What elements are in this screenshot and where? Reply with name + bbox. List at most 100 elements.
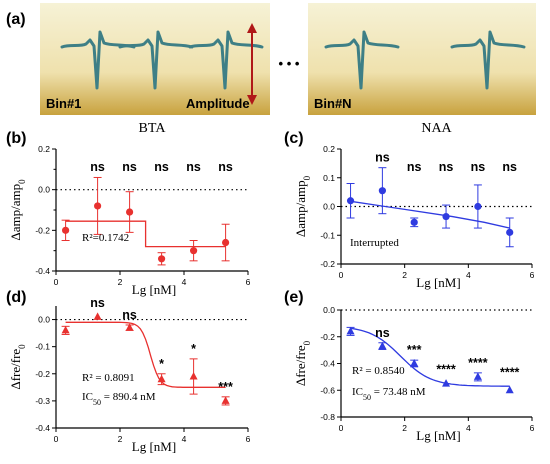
- fit-line: [65, 220, 226, 248]
- chart-annotation: IC50 = 890.4 nM: [82, 391, 156, 407]
- panel-a: (a) Bin#1 Amplitude Bin#N • • •: [6, 3, 536, 115]
- y-tick-label: -0.4: [35, 423, 50, 433]
- data-point: [221, 396, 230, 404]
- y-tick-label: 0.0: [323, 202, 335, 212]
- x-tick-label: 4: [466, 270, 471, 280]
- waveform-trace: [118, 30, 194, 90]
- data-point: [189, 371, 198, 380]
- x-axis-label: Lg [nM]: [132, 439, 176, 454]
- significance-label: ****: [436, 363, 456, 377]
- data-point: [410, 218, 418, 226]
- waveform-trace: [324, 30, 400, 90]
- data-point: [158, 255, 166, 263]
- significance-label: ns: [407, 160, 422, 174]
- x-tick-label: 2: [118, 277, 123, 287]
- significance-label: ns: [471, 160, 486, 174]
- fit-line: [350, 327, 510, 387]
- y-axis-label: Δfre/fre0: [8, 344, 27, 390]
- bin-first-box: [40, 3, 270, 115]
- data-point: [378, 341, 387, 350]
- bin-last-box: [308, 3, 536, 115]
- chart-title: NAA: [421, 121, 452, 136]
- significance-label: ns: [218, 160, 233, 174]
- data-point: [505, 385, 514, 394]
- amplitude-label: Amplitude: [186, 96, 250, 111]
- y-tick-label: -0.6: [320, 385, 335, 395]
- significance-label: ****: [500, 365, 520, 379]
- y-axis-label: Δamp/amp0: [293, 175, 312, 237]
- data-point: [346, 197, 355, 205]
- significance-label: ns: [375, 326, 390, 340]
- significance-label: ns: [122, 160, 137, 174]
- panel-letter-e: (e): [284, 289, 304, 306]
- data-point: [126, 208, 134, 216]
- y-tick-label: -0.4: [35, 266, 50, 276]
- x-tick-label: 2: [402, 423, 407, 433]
- x-tick-label: 6: [246, 277, 251, 287]
- chart-annotation: R²=0.1742: [82, 232, 129, 244]
- x-tick-label: 6: [246, 434, 251, 444]
- y-tick-label: -0.3: [35, 396, 50, 406]
- significance-label: ***: [218, 380, 233, 394]
- significance-label: *: [191, 342, 196, 356]
- significance-label: ns: [439, 160, 454, 174]
- data-point: [190, 247, 198, 255]
- data-point: [94, 202, 102, 210]
- data-point: [125, 323, 134, 331]
- significance-label: ns: [90, 296, 105, 310]
- data-point: [378, 187, 386, 195]
- data-point: [473, 372, 482, 380]
- y-tick-label: 0.1: [323, 173, 335, 183]
- chart-d: (d) -0.4 -0.3 -0.2 -0.1 0.0 0 2 4 6 Lg [nM] Δfre/fr…: [6, 289, 251, 454]
- y-tick-label: 0.2: [38, 144, 50, 154]
- data-point: [93, 312, 102, 320]
- y-axis-label: Δfre/fre0: [293, 340, 312, 386]
- data-point: [474, 202, 482, 211]
- fit-line: [65, 321, 226, 388]
- data-point: [222, 238, 230, 247]
- x-tick-label: 0: [339, 423, 344, 433]
- y-tick-label: 0.0: [38, 185, 50, 195]
- significance-label: ***: [407, 343, 422, 357]
- y-tick-label: 0.0: [38, 315, 50, 325]
- bins-ellipsis: • • •: [279, 56, 300, 71]
- data-point: [61, 325, 70, 334]
- panel-letter-a: (a): [6, 11, 26, 28]
- panel-letter-b: (b): [6, 130, 26, 147]
- x-tick-label: 6: [530, 270, 535, 280]
- x-tick-label: 0: [54, 434, 59, 444]
- chart-title: BTA: [139, 121, 167, 136]
- y-tick-label: -0.8: [320, 412, 335, 422]
- x-axis-label: Lg [nM]: [416, 275, 460, 290]
- y-tick-label: -0.1: [35, 342, 50, 352]
- fit-line: [350, 200, 510, 229]
- chart-annotation: R² = 0.8540: [352, 365, 405, 377]
- y-tick-label: -0.2: [35, 225, 50, 235]
- significance-label: *: [159, 357, 164, 371]
- chart-e: (e) -0.8 -0.6 -0.4 -0.2 0.0 0 2 4 6 Lg [nM] Δfre/fr…: [284, 289, 535, 443]
- x-tick-label: 4: [182, 434, 187, 444]
- data-point: [346, 326, 355, 335]
- panel-letter-d: (d): [6, 289, 26, 306]
- significance-label: ****: [468, 356, 488, 370]
- significance-label: ns: [154, 160, 169, 174]
- data-point: [410, 359, 419, 367]
- data-point: [157, 374, 166, 383]
- y-tick-label: -0.2: [320, 332, 335, 342]
- y-tick-label: -0.2: [35, 369, 50, 379]
- chart-annotation: R² = 0.8091: [82, 372, 135, 384]
- data-point: [442, 212, 450, 221]
- y-tick-label: 0.2: [323, 144, 335, 154]
- y-axis-label: Δamp/amp0: [8, 179, 27, 241]
- y-tick-label: -0.4: [320, 359, 335, 369]
- x-tick-label: 2: [402, 270, 407, 280]
- significance-label: ns: [186, 160, 201, 174]
- x-tick-label: 0: [339, 270, 344, 280]
- significance-label: ns: [122, 308, 137, 322]
- chart-annotation: IC50 = 73.48 nM: [352, 386, 426, 402]
- charts: (b) BTA -0.4 -0.2 0.0 0.2 0 2 4 6 Lg [nM] Δamp/amp0…: [6, 121, 535, 454]
- data-point: [442, 379, 451, 387]
- x-axis-label: Lg [nM]: [416, 428, 460, 443]
